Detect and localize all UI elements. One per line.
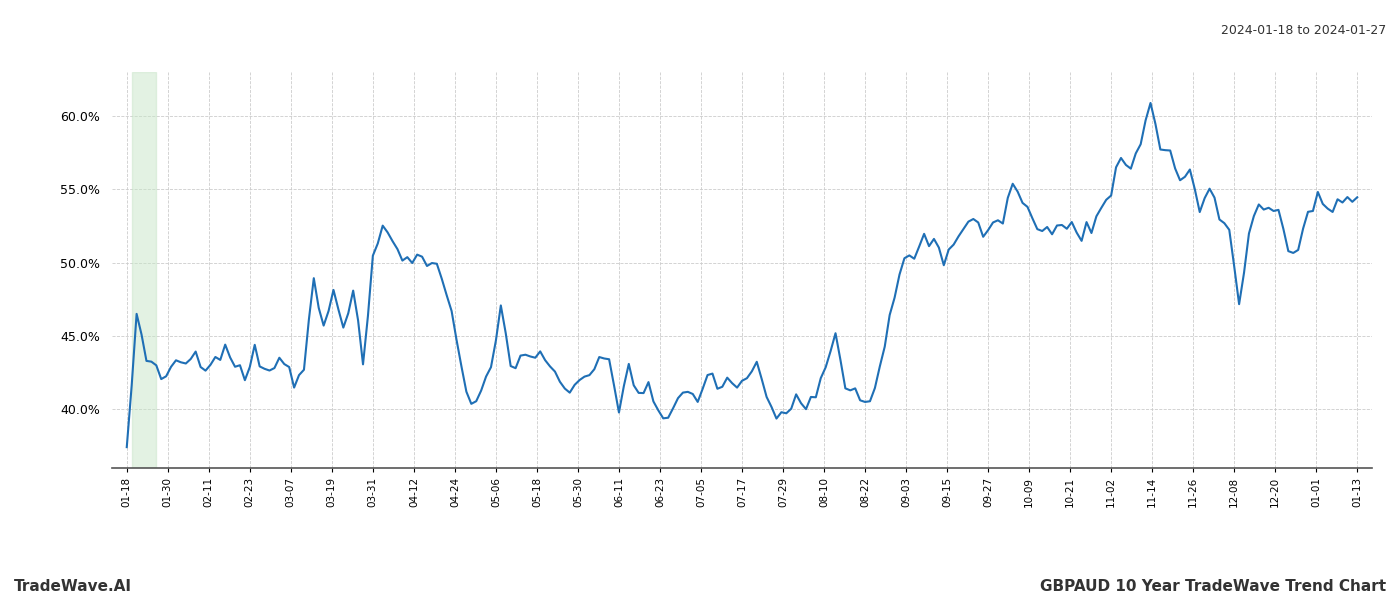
Text: 2024-01-18 to 2024-01-27: 2024-01-18 to 2024-01-27 xyxy=(1221,24,1386,37)
Text: GBPAUD 10 Year TradeWave Trend Chart: GBPAUD 10 Year TradeWave Trend Chart xyxy=(1040,579,1386,594)
Bar xyxy=(132,72,157,468)
Text: TradeWave.AI: TradeWave.AI xyxy=(14,579,132,594)
